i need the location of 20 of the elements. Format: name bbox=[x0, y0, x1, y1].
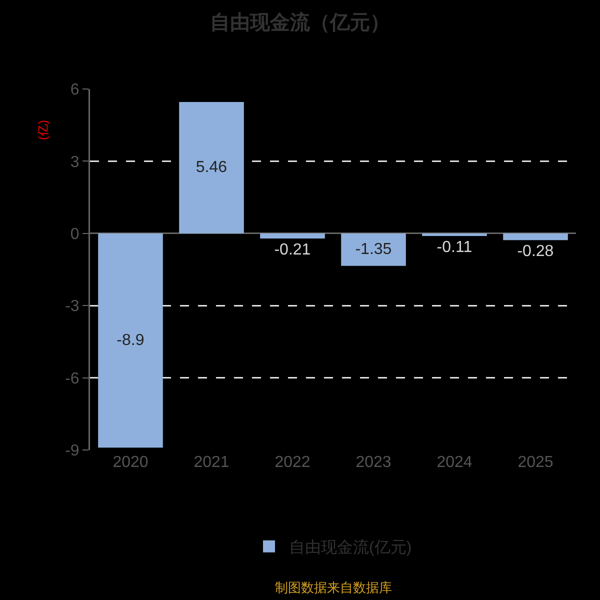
y-axis-title: (亿) bbox=[36, 120, 50, 140]
data-label: 5.46 bbox=[196, 159, 228, 176]
x-tick-label: 2024 bbox=[436, 454, 472, 471]
y-tick-label: -3 bbox=[65, 298, 80, 316]
y-tick-label: 0 bbox=[70, 226, 80, 243]
y-tick-label: -9 bbox=[65, 442, 80, 460]
text: 制图数据来自数据库 bbox=[275, 580, 392, 595]
data-label: -0.28 bbox=[517, 243, 554, 260]
y-tick-label: -6 bbox=[65, 370, 80, 388]
y-tick-label: 6 bbox=[70, 82, 80, 99]
data-label: -0.21 bbox=[274, 241, 311, 258]
data-label: -0.11 bbox=[436, 239, 472, 256]
data-label: -8.9 bbox=[116, 332, 144, 349]
x-tick-label: 2023 bbox=[356, 454, 392, 471]
x-tick-label: 2022 bbox=[274, 454, 310, 471]
x-tick-label: 2021 bbox=[194, 454, 230, 471]
x-tick-label: 2020 bbox=[112, 454, 148, 471]
x-tick-label: 2025 bbox=[518, 454, 554, 471]
data-label: -1.35 bbox=[355, 241, 392, 258]
y-tick-label: 3 bbox=[70, 154, 80, 171]
